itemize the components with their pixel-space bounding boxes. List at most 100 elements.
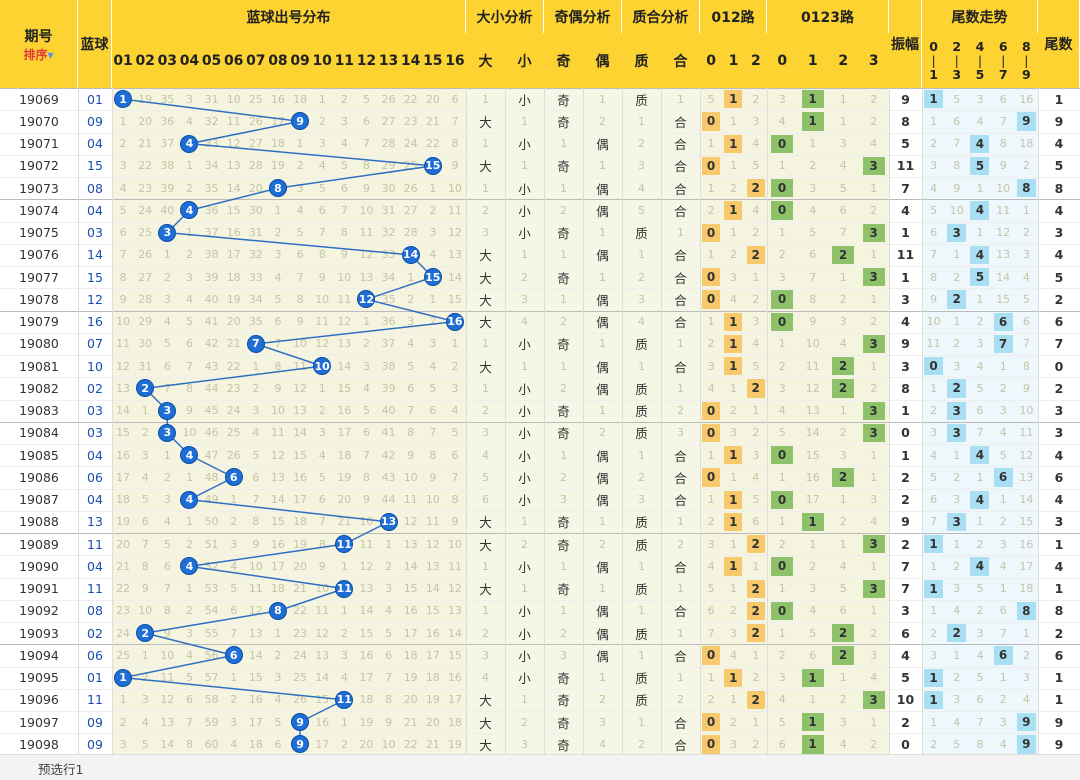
tail-chip: 4: [970, 201, 990, 220]
miss-cell: 2: [778, 648, 786, 662]
miss-cell: 3: [318, 426, 326, 440]
miss-cell: 1: [599, 582, 606, 596]
miss-cell: 2: [429, 315, 437, 329]
miss-cell: 3: [141, 448, 149, 462]
miss-cell: 5: [809, 226, 817, 240]
miss-cell: 5: [953, 92, 961, 106]
analysis-mark: 偶: [596, 604, 609, 620]
miss-cell: 2: [839, 515, 847, 529]
number-col-header: 06: [222, 33, 245, 88]
blue-value-cell: 04: [87, 558, 103, 574]
miss-cell: 5: [953, 737, 961, 751]
miss-cell: 1: [638, 248, 645, 262]
miss-cell: 1: [560, 604, 567, 618]
miss-cell: 5: [839, 181, 847, 195]
miss-cell: 2: [976, 604, 984, 618]
miss-cell: 3: [185, 270, 193, 284]
miss-cell: 7: [930, 515, 938, 529]
miss-cell: 11: [315, 315, 330, 329]
tail-cell: 1: [1054, 581, 1064, 597]
miss-cell: 12: [315, 626, 330, 640]
miss-cell: 2: [752, 92, 760, 106]
miss-cell: 4: [953, 604, 961, 618]
tail-cell: 3: [1054, 425, 1064, 441]
period-cell: 19094: [19, 647, 59, 663]
miss-cell: 8: [163, 604, 171, 618]
miss-cell: 4: [141, 470, 149, 484]
miss-cell: 18: [248, 737, 263, 751]
miss-cell: 4: [870, 671, 878, 685]
miss-cell: 6: [274, 315, 282, 329]
miss-cell: 15: [337, 381, 352, 395]
tail-header: 尾数: [1038, 0, 1080, 88]
miss-cell: 1: [778, 226, 786, 240]
row-separator: [0, 466, 1080, 468]
miss-cell: 5: [163, 337, 171, 351]
miss-cell: 10: [926, 315, 941, 329]
tail-group-bar: |: [954, 52, 959, 68]
miss-cell: 1: [451, 337, 459, 351]
miss-cell: 6: [839, 203, 847, 217]
miss-cell: 4: [296, 203, 304, 217]
miss-cell: 11: [160, 671, 175, 685]
number-col-header: 14: [399, 33, 422, 88]
miss-cell: 2: [930, 737, 938, 751]
miss-cell: 12: [996, 226, 1011, 240]
miss-cell: 37: [160, 137, 175, 151]
miss-cell: 5: [778, 715, 786, 729]
tail-group-header: 8 | 9: [1014, 33, 1038, 88]
route0123-col-header: 2: [828, 33, 859, 88]
row-separator: [0, 132, 1080, 134]
miss-cell: 2: [521, 537, 528, 551]
analysis-mark: 小: [518, 671, 531, 687]
miss-cell: 5: [185, 671, 193, 685]
blue-ball: 1: [114, 668, 133, 687]
row-separator: [0, 243, 1080, 245]
miss-cell: 37: [204, 226, 219, 240]
miss-cell: 6: [451, 92, 459, 106]
miss-cell: 5: [930, 203, 938, 217]
miss-cell: 1: [870, 715, 878, 729]
amplitude-cell: 4: [901, 647, 910, 663]
route0123-col-header: 0: [767, 33, 798, 88]
route012-chip: 1: [724, 668, 743, 687]
miss-cell: 6: [340, 181, 348, 195]
miss-cell: 18: [293, 515, 308, 529]
miss-cell: 38: [160, 159, 175, 173]
period-cell: 19083: [19, 403, 59, 419]
tail-group-top: 0: [929, 38, 938, 54]
miss-cell: 9: [362, 493, 370, 507]
miss-cell: 2: [870, 381, 878, 395]
miss-cell: 3: [999, 715, 1007, 729]
miss-cell: 10: [337, 270, 352, 284]
analysis-mark: 小: [518, 648, 531, 664]
miss-cell: 1: [999, 671, 1007, 685]
sort-button[interactable]: 排序▾: [23, 46, 53, 63]
miss-cell: 2: [296, 159, 304, 173]
analysis-mark: 大: [479, 270, 492, 286]
preselect-row[interactable]: 预选行1: [0, 754, 1080, 780]
miss-cell: 7: [230, 626, 238, 640]
miss-cell: 43: [204, 359, 219, 373]
miss-cell: 16: [425, 626, 440, 640]
miss-cell: 2: [778, 537, 786, 551]
miss-cell: 15: [447, 292, 462, 306]
miss-cell: 9: [930, 292, 938, 306]
row-separator: [0, 577, 1080, 579]
miss-cell: 19: [447, 737, 462, 751]
route012-chip: 1: [724, 557, 743, 576]
miss-cell: 4: [318, 448, 326, 462]
miss-cell: 4: [809, 203, 817, 217]
analysis-mark: 奇: [557, 114, 570, 130]
analysis-mark: 奇: [557, 404, 570, 420]
tail-group-header: 4 | 5: [968, 33, 992, 88]
miss-cell: 1: [752, 404, 760, 418]
miss-cell: 31: [204, 92, 219, 106]
tail-cell: 1: [1054, 91, 1064, 107]
miss-cell: 10: [447, 537, 462, 551]
tail-chip: 3: [947, 512, 967, 531]
miss-cell: 27: [138, 270, 153, 284]
miss-cell: 2: [976, 537, 984, 551]
number-col-header: 09: [289, 33, 312, 88]
miss-cell: 1: [560, 248, 567, 262]
